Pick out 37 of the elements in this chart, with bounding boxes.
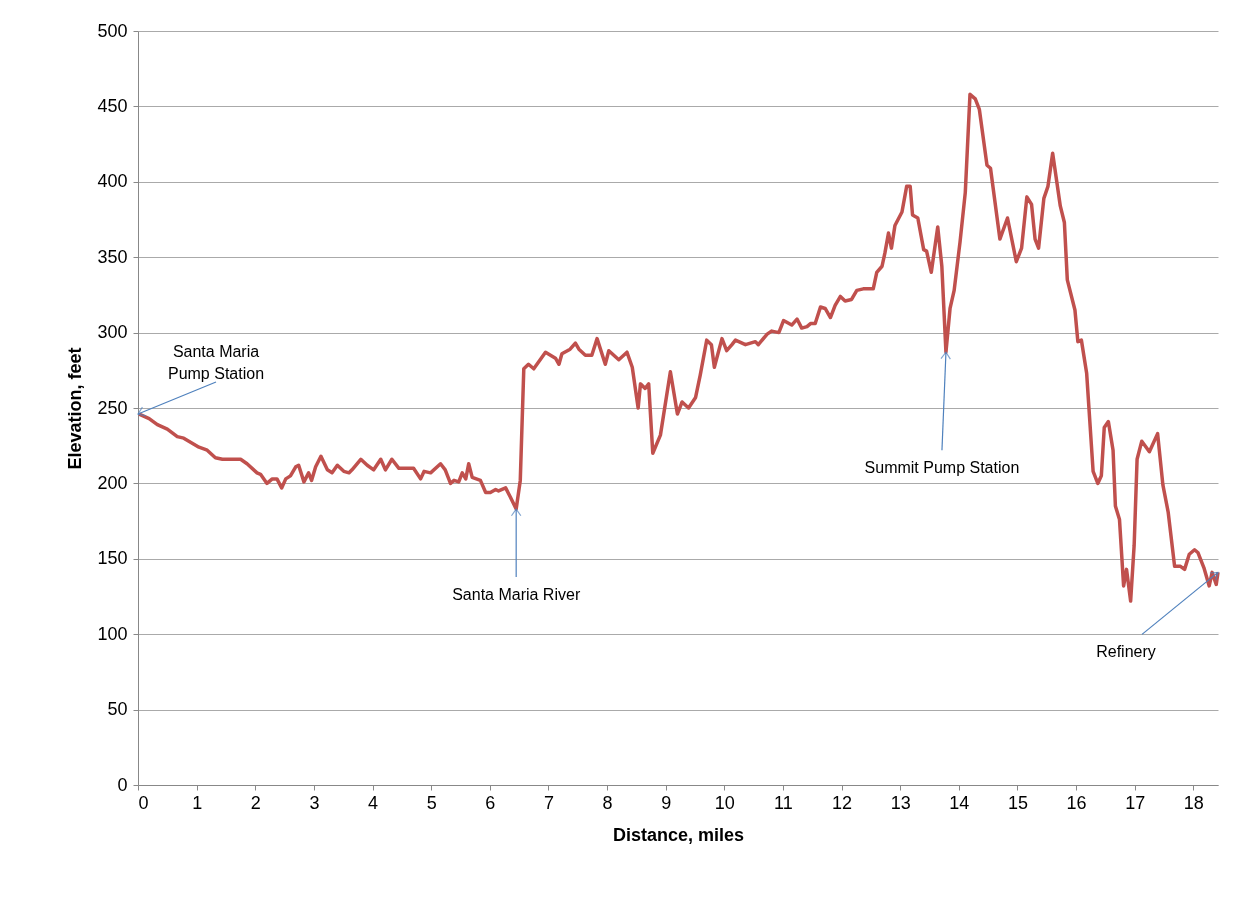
- x-tick-label: 12: [832, 792, 853, 813]
- x-tick-label: 1: [192, 792, 203, 813]
- annotation: Refinery: [1096, 643, 1156, 661]
- x-tick-label: 17: [1125, 792, 1146, 813]
- y-tick-label: 400: [97, 171, 128, 192]
- x-tick-label: 3: [309, 792, 320, 813]
- y-tick-label: 50: [107, 699, 128, 720]
- x-tick-label: 7: [543, 792, 554, 813]
- annotation: Santa Maria River: [452, 586, 581, 604]
- x-tick-label: 11: [774, 792, 793, 813]
- x-tick-label: 5: [426, 792, 437, 813]
- x-tick-label: 18: [1183, 792, 1204, 813]
- line-series: [137, 92, 1220, 603]
- y-tick-label: 500: [97, 20, 128, 41]
- x-tick-label: 13: [890, 792, 911, 813]
- x-tick-label: 6: [485, 792, 496, 813]
- x-axis-title: Distance, miles: [612, 824, 745, 845]
- y-axis-title: Elevation, feet: [65, 347, 86, 470]
- x-tick-label: 2: [250, 792, 261, 813]
- annotation: Santa Maria Pump Station: [167, 343, 265, 383]
- y-tick-label: 300: [97, 322, 128, 343]
- x-tick-label: 4: [368, 792, 379, 813]
- x-tick-label: 8: [602, 792, 613, 813]
- y-tick-label: 0: [117, 774, 128, 795]
- x-tick-label: 15: [1007, 792, 1028, 813]
- x-tick-label: 14: [949, 792, 970, 813]
- x-tick-label: 10: [714, 792, 735, 813]
- y-tick-label: 100: [97, 623, 128, 644]
- y-tick-label: 150: [97, 548, 128, 569]
- x-tick-label: 9: [661, 792, 672, 813]
- annotation: Summit Pump Station: [864, 459, 1020, 477]
- x-tick-label: 0: [138, 792, 149, 813]
- x-tick-label: 16: [1066, 792, 1087, 813]
- y-tick-label: 350: [97, 246, 128, 267]
- y-tick-label: 200: [97, 472, 128, 493]
- y-tick-label: 450: [97, 95, 128, 116]
- y-tick-label: 250: [97, 397, 128, 418]
